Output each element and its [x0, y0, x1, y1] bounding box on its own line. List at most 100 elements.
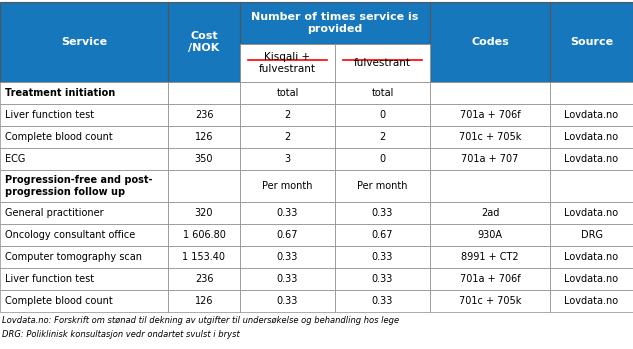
- Text: General practitioner: General practitioner: [5, 208, 104, 218]
- Bar: [335, 82, 430, 104]
- Bar: [335, 104, 430, 126]
- Text: 320: 320: [195, 208, 213, 218]
- Text: 126: 126: [195, 296, 213, 306]
- Text: 0.33: 0.33: [277, 274, 298, 284]
- Bar: [335, 290, 430, 312]
- Text: 2: 2: [379, 132, 385, 142]
- Text: Lovdata.no: Lovdata.no: [565, 132, 618, 142]
- Bar: [0, 290, 168, 312]
- Bar: [240, 268, 335, 290]
- Text: 0.33: 0.33: [372, 252, 393, 262]
- Bar: [168, 82, 240, 104]
- Text: 701a + 706f: 701a + 706f: [460, 110, 520, 120]
- Bar: [0, 170, 168, 202]
- Bar: [0, 2, 168, 82]
- Bar: [550, 170, 633, 202]
- Bar: [168, 148, 240, 170]
- Bar: [335, 202, 430, 224]
- Text: Complete blood count: Complete blood count: [5, 296, 113, 306]
- Text: 126: 126: [195, 132, 213, 142]
- Bar: [0, 82, 168, 104]
- Bar: [0, 148, 168, 170]
- Text: ECG: ECG: [5, 154, 25, 164]
- Text: DRG: Poliklinisk konsultasjon vedr ondartet svulst i bryst: DRG: Poliklinisk konsultasjon vedr ondar…: [2, 330, 240, 339]
- Bar: [168, 2, 240, 82]
- Bar: [335, 126, 430, 148]
- Bar: [0, 202, 168, 224]
- Text: Liver function test: Liver function test: [5, 110, 94, 120]
- Text: Lovdata.no: Lovdata.no: [565, 274, 618, 284]
- Text: 701a + 707: 701a + 707: [461, 154, 518, 164]
- Bar: [335, 44, 430, 82]
- Bar: [0, 268, 168, 290]
- Text: 8991 + CT2: 8991 + CT2: [461, 252, 519, 262]
- Text: Source: Source: [570, 37, 613, 47]
- Text: Per month: Per month: [357, 181, 408, 191]
- Text: Per month: Per month: [262, 181, 313, 191]
- Text: 3: 3: [284, 154, 291, 164]
- Bar: [430, 202, 550, 224]
- Text: 2: 2: [284, 132, 291, 142]
- Bar: [168, 290, 240, 312]
- Bar: [168, 224, 240, 246]
- Bar: [550, 104, 633, 126]
- Bar: [550, 126, 633, 148]
- Text: Treatment initiation: Treatment initiation: [5, 88, 115, 98]
- Text: Oncology consultant office: Oncology consultant office: [5, 230, 135, 240]
- Bar: [240, 224, 335, 246]
- Bar: [240, 290, 335, 312]
- Text: 701c + 705k: 701c + 705k: [459, 132, 521, 142]
- Text: 0.67: 0.67: [277, 230, 298, 240]
- Text: 701c + 705k: 701c + 705k: [459, 296, 521, 306]
- Bar: [550, 246, 633, 268]
- Text: 0.33: 0.33: [277, 252, 298, 262]
- Text: Lovdata.no: Lovdata.no: [565, 154, 618, 164]
- Text: Computer tomography scan: Computer tomography scan: [5, 252, 142, 262]
- Text: 2: 2: [284, 110, 291, 120]
- Bar: [430, 246, 550, 268]
- Text: Lovdata.no: Forskrift om stønad til dekning av utgifter til undersøkelse og beha: Lovdata.no: Forskrift om stønad til dekn…: [2, 316, 399, 325]
- Bar: [168, 170, 240, 202]
- Bar: [168, 104, 240, 126]
- Text: 0.33: 0.33: [372, 208, 393, 218]
- Bar: [430, 290, 550, 312]
- Text: fulvestrant: fulvestrant: [354, 58, 411, 68]
- Bar: [240, 148, 335, 170]
- Text: 350: 350: [195, 154, 213, 164]
- Text: Progression-free and post-
progression follow up: Progression-free and post- progression f…: [5, 175, 153, 197]
- Bar: [550, 82, 633, 104]
- Bar: [335, 268, 430, 290]
- Text: total: total: [277, 88, 299, 98]
- Text: 236: 236: [195, 274, 213, 284]
- Bar: [0, 224, 168, 246]
- Text: 0.33: 0.33: [277, 296, 298, 306]
- Bar: [335, 170, 430, 202]
- Bar: [240, 44, 335, 82]
- Bar: [550, 148, 633, 170]
- Bar: [335, 148, 430, 170]
- Bar: [0, 246, 168, 268]
- Text: 0.67: 0.67: [372, 230, 393, 240]
- Bar: [430, 104, 550, 126]
- Text: 0: 0: [379, 154, 385, 164]
- Text: Complete blood count: Complete blood count: [5, 132, 113, 142]
- Bar: [550, 202, 633, 224]
- Text: Lovdata.no: Lovdata.no: [565, 252, 618, 262]
- Text: Number of times service is
provided: Number of times service is provided: [251, 12, 418, 34]
- Text: DRG: DRG: [580, 230, 603, 240]
- Bar: [550, 224, 633, 246]
- Bar: [168, 246, 240, 268]
- Text: total: total: [372, 88, 394, 98]
- Bar: [0, 126, 168, 148]
- Text: 236: 236: [195, 110, 213, 120]
- Bar: [168, 268, 240, 290]
- Text: Kisqali +
fulvestrant: Kisqali + fulvestrant: [259, 52, 316, 74]
- Bar: [240, 126, 335, 148]
- Bar: [0, 104, 168, 126]
- Bar: [430, 126, 550, 148]
- Bar: [430, 82, 550, 104]
- Bar: [168, 126, 240, 148]
- Bar: [240, 246, 335, 268]
- Text: 930A: 930A: [477, 230, 503, 240]
- Text: Lovdata.no: Lovdata.no: [565, 208, 618, 218]
